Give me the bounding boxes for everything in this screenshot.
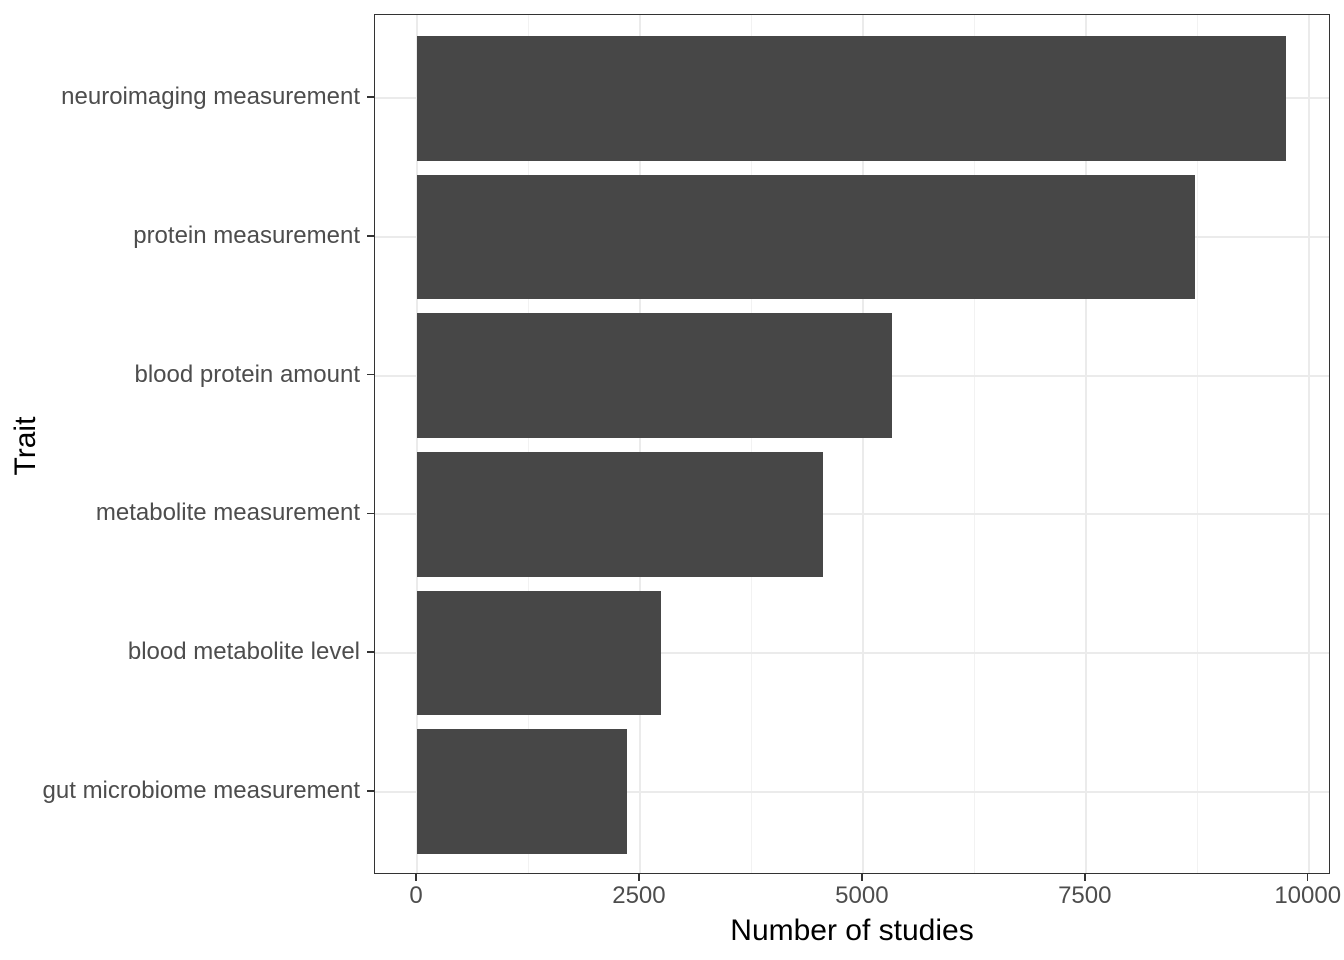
x-tick-label-4: 10000 bbox=[1274, 882, 1342, 909]
x-major-gridline-4 bbox=[1307, 15, 1310, 873]
bar-neuroimaging-measurement bbox=[417, 35, 1287, 161]
bar-blood-protein-amount bbox=[417, 313, 893, 439]
x-tick-mark-1 bbox=[638, 874, 640, 881]
x-tick-mark-4 bbox=[1306, 874, 1309, 881]
x-tick-mark-0 bbox=[415, 874, 417, 881]
x-major-gridline-2 bbox=[861, 15, 864, 873]
x-tick-mark-3 bbox=[1084, 874, 1086, 881]
bar-gut-microbiome-measurement bbox=[417, 729, 627, 855]
x-major-gridline-0 bbox=[416, 15, 418, 873]
x-minor-gridline-1 bbox=[750, 15, 752, 873]
y-major-gridline-gut-microbiome-measurement bbox=[375, 790, 1329, 793]
y-tick-label-neuroimaging-measurement: neuroimaging measurement bbox=[61, 83, 360, 111]
y-tick-label-blood-metabolite-level: blood metabolite level bbox=[127, 638, 360, 666]
y-tick-mark-blood-protein-amount bbox=[367, 373, 374, 376]
plot-panel bbox=[374, 14, 1330, 874]
y-tick-label-gut-microbiome-measurement: gut microbiome measurement bbox=[42, 776, 360, 804]
x-tick-label-2: 5000 bbox=[835, 882, 889, 909]
x-tick-label-3: 7500 bbox=[1058, 882, 1112, 909]
y-axis-title: Trait bbox=[9, 416, 42, 476]
x-minor-gridline-2 bbox=[973, 15, 975, 873]
x-tick-mark-2 bbox=[861, 874, 863, 881]
x-major-gridline-3 bbox=[1084, 15, 1087, 873]
y-major-gridline-blood-metabolite-level bbox=[375, 652, 1329, 655]
y-tick-mark-metabolite-measurement bbox=[367, 512, 374, 515]
bar-metabolite-measurement bbox=[417, 451, 823, 577]
y-tick-mark-protein-measurement bbox=[367, 235, 374, 237]
y-tick-mark-gut-microbiome-measurement bbox=[367, 790, 374, 792]
x-tick-label-1: 2500 bbox=[612, 882, 666, 909]
x-minor-gridline-0 bbox=[527, 15, 529, 873]
y-tick-mark-blood-metabolite-level bbox=[367, 651, 374, 653]
x-axis-title: Number of studies bbox=[730, 914, 974, 947]
y-tick-mark-neuroimaging-measurement bbox=[367, 96, 374, 98]
x-minor-gridline-3 bbox=[1196, 15, 1198, 873]
bar-blood-metabolite-level bbox=[417, 590, 662, 716]
x-tick-label-0: 0 bbox=[409, 882, 423, 909]
y-tick-label-protein-measurement: protein measurement bbox=[133, 221, 360, 249]
y-major-gridline-metabolite-measurement bbox=[375, 513, 1329, 516]
x-major-gridline-1 bbox=[638, 15, 641, 873]
bar-protein-measurement bbox=[417, 174, 1196, 300]
y-tick-label-blood-protein-amount: blood protein amount bbox=[134, 360, 361, 388]
y-tick-label-metabolite-measurement: metabolite measurement bbox=[95, 499, 360, 527]
